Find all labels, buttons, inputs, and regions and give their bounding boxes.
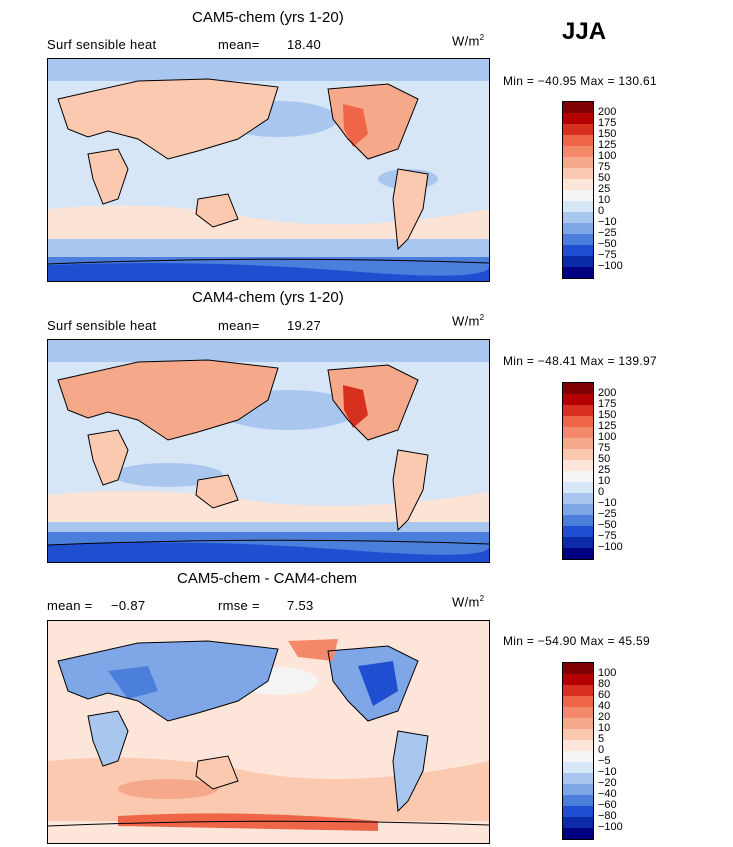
panel3-cb-label: 0 (598, 744, 605, 756)
panel3-cb-label: 20 (598, 711, 611, 723)
panel1-mean-value: 18.40 (287, 37, 322, 52)
panel2-cb-label: 150 (598, 409, 617, 421)
panel2-cb-label: −100 (598, 541, 623, 553)
panel3-cb-label: −40 (598, 788, 617, 800)
panel3-cb-label: −60 (598, 799, 617, 811)
panel3-cb-label: −10 (598, 766, 617, 778)
panel2-cb-label: 50 (598, 453, 611, 465)
panel3-cb-label: −20 (598, 777, 617, 789)
panel1-units: W/m2 (452, 33, 485, 49)
panel2-cb-label: 25 (598, 464, 611, 476)
season-label: JJA (562, 18, 607, 45)
panel1-mean-label: mean= (218, 37, 260, 52)
panel1-title: CAM5-chem (yrs 1-20) (192, 9, 344, 26)
panel1-cb-label: 75 (598, 161, 611, 173)
panel2-title: CAM4-chem (yrs 1-20) (192, 289, 344, 306)
panel1-cb-label: 150 (598, 128, 617, 140)
panel2-cb-label: −50 (598, 519, 617, 531)
panel1-cb-label: 175 (598, 117, 617, 129)
panel3-cb-label: 60 (598, 689, 611, 701)
panel1-cb-label: −50 (598, 238, 617, 250)
panel1-variable-label: Surf sensible heat (47, 37, 157, 52)
panel1-cb-label: 25 (598, 183, 611, 195)
panel2-colorbar (562, 382, 594, 560)
panel2-cb-label: 200 (598, 387, 617, 399)
panel2-mean-label: mean= (218, 318, 260, 333)
panel3-title: CAM5-chem - CAM4-chem (177, 570, 358, 587)
panel1-cb-label: 125 (598, 139, 617, 151)
panel3-map (47, 620, 490, 844)
panel3-min-max: Min = −54.90 Max = 45.59 (503, 634, 650, 648)
panel1-colorbar (562, 101, 594, 279)
panel2-map (47, 339, 490, 563)
panel3-cb-label: 80 (598, 678, 611, 690)
panel3-cb-label: −80 (598, 810, 617, 822)
panel1-cb-label: 50 (598, 172, 611, 184)
panel1-cb-label: −25 (598, 227, 617, 239)
panel3-cb-label: −100 (598, 821, 623, 833)
panel2-mean-value: 19.27 (287, 318, 322, 333)
panel1-cb-label: −10 (598, 216, 617, 228)
panel3-mean-value: −0.87 (111, 598, 146, 613)
panel3-mean-label: mean = (47, 598, 93, 613)
panel2-cb-label: −10 (598, 497, 617, 509)
panel2-cb-label: −75 (598, 530, 617, 542)
panel1-cb-label: 0 (598, 205, 605, 217)
panel3-cb-label: 10 (598, 722, 611, 734)
panel2-cb-label: 175 (598, 398, 617, 410)
panel2-cb-label: 10 (598, 475, 611, 487)
panel3-cb-label: 5 (598, 733, 605, 745)
panel1-min-max: Min = −40.95 Max = 130.61 (503, 74, 657, 88)
panel1-cb-label: 200 (598, 106, 617, 118)
panel1-cb-label: −100 (598, 260, 623, 272)
panel2-cb-label: 0 (598, 486, 605, 498)
panel3-rmse-label: rmse = (218, 598, 260, 613)
panel2-cb-label: −25 (598, 508, 617, 520)
panel1-cb-label: 10 (598, 194, 611, 206)
panel3-cb-label: −5 (598, 755, 611, 767)
panel2-variable-label: Surf sensible heat (47, 318, 157, 333)
panel2-min-max: Min = −48.41 Max = 139.97 (503, 354, 657, 368)
panel1-map (47, 58, 490, 282)
panel3-colorbar (562, 662, 594, 840)
panel3-units: W/m2 (452, 594, 485, 610)
panel3-rmse-value: 7.53 (287, 598, 314, 613)
panel3-cb-label: 40 (598, 700, 611, 712)
panel1-cb-label: −75 (598, 249, 617, 261)
panel2-cb-label: 100 (598, 431, 617, 443)
panel3-cb-label: 100 (598, 667, 617, 679)
panel2-units: W/m2 (452, 313, 485, 329)
panel2-cb-label: 75 (598, 442, 611, 454)
panel2-cb-label: 125 (598, 420, 617, 432)
panel1-cb-label: 100 (598, 150, 617, 162)
